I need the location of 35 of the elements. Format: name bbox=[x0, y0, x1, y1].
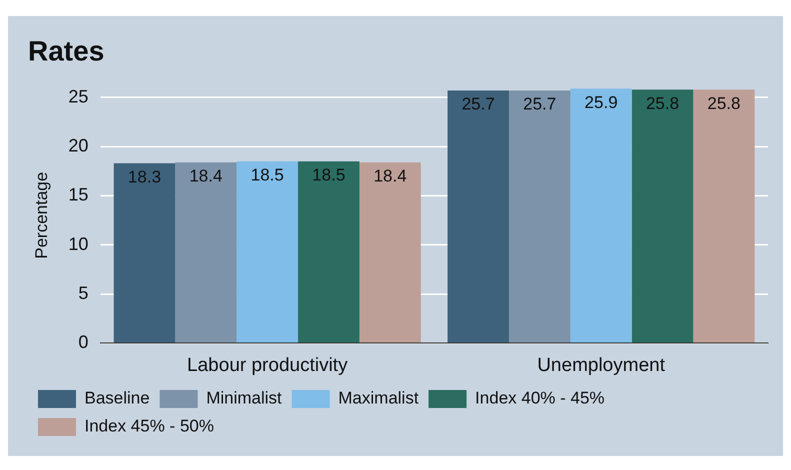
bar bbox=[693, 90, 755, 342]
bar bbox=[632, 90, 694, 342]
data-label: 18.4 bbox=[189, 166, 222, 186]
legend-label: Maximalist bbox=[338, 388, 419, 408]
data-label: 18.4 bbox=[374, 166, 407, 186]
y-tick-label: 15 bbox=[68, 184, 88, 205]
data-label: 25.8 bbox=[646, 94, 680, 113]
x-tick-label: Unemployment bbox=[537, 354, 666, 376]
bar bbox=[298, 161, 360, 342]
bar bbox=[236, 161, 298, 342]
y-tick-label: 25 bbox=[68, 86, 88, 106]
y-tick-label: 10 bbox=[68, 234, 88, 254]
data-label: 18.5 bbox=[312, 166, 346, 185]
legend-label: Baseline bbox=[84, 388, 150, 408]
legend-label: Index 45% - 50% bbox=[84, 416, 214, 436]
x-tick-label: Labour productivity bbox=[187, 354, 348, 376]
y-tick-label: 0 bbox=[78, 332, 88, 352]
y-tick-label: 20 bbox=[68, 136, 88, 156]
bar bbox=[448, 90, 509, 342]
legend-label: Minimalist bbox=[206, 388, 282, 408]
bar bbox=[114, 163, 176, 342]
data-label: 25.9 bbox=[584, 92, 618, 112]
data-label: 25.7 bbox=[462, 94, 495, 114]
y-axis-title: Percentage bbox=[32, 172, 51, 259]
legend-label: Index 40% - 45% bbox=[475, 388, 605, 408]
chart-title: Rates bbox=[28, 36, 104, 67]
data-label: 18.3 bbox=[128, 167, 162, 186]
data-label: 25.8 bbox=[707, 94, 740, 113]
y-tick-label: 5 bbox=[78, 283, 88, 304]
bar bbox=[570, 88, 632, 342]
bar bbox=[175, 162, 237, 342]
bar bbox=[508, 90, 570, 342]
data-label: 25.7 bbox=[523, 94, 556, 114]
bar bbox=[359, 162, 421, 342]
data-label: 18.5 bbox=[250, 166, 284, 185]
